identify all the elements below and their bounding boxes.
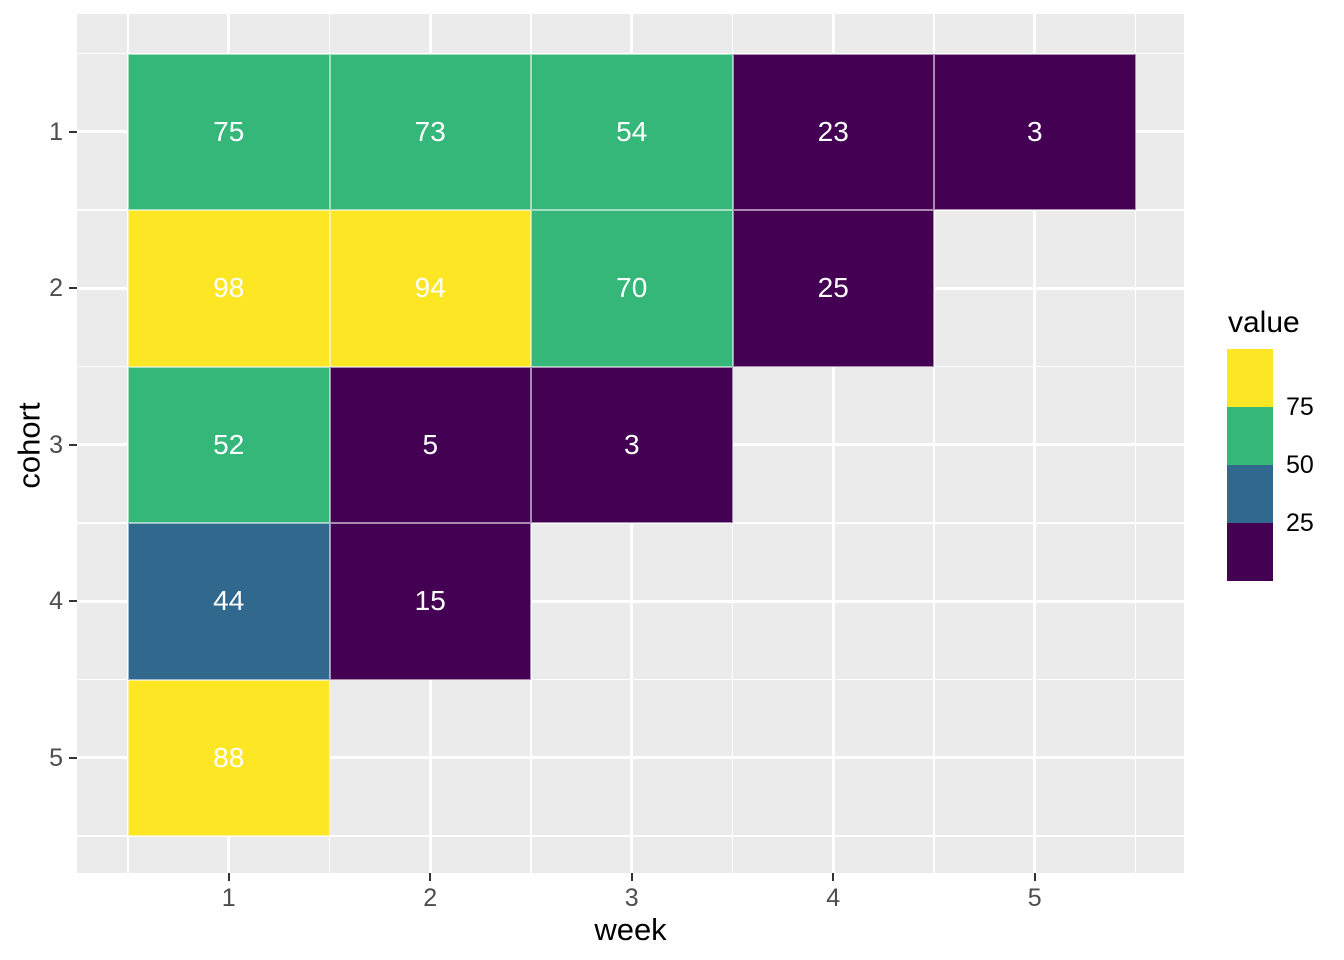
cell-value-label: 3 [623,428,640,460]
cell-value-label: 88 [213,741,245,773]
cell-value-label: 3 [1026,115,1043,147]
x-tick-mark [1033,873,1036,881]
gridline-major-vertical [1033,14,1037,873]
x-tick-label: 5 [1027,884,1042,912]
y-tick-label: 1 [49,117,63,146]
cell-value-label: 70 [616,272,648,304]
gridline-major-vertical [831,14,835,873]
heatmap-cell: 54 [531,53,733,210]
y-tick-label: 4 [49,587,63,616]
x-tick-label: 2 [423,884,438,912]
legend: value 75 50 25 [1227,306,1344,596]
gridline-minor-vertical [1134,14,1137,873]
gridline-major-horizontal [77,599,1184,603]
x-tick-label: 3 [624,884,639,912]
cell-value-label: 23 [817,115,849,147]
legend-swatch [1227,407,1273,465]
heatmap-cell: 5 [329,366,531,523]
heatmap-cell: 75 [128,53,330,210]
heatmap-cell: 3 [531,366,733,523]
x-tick-mark [832,873,835,881]
legend-swatch [1227,465,1273,523]
y-tick-mark [69,443,77,446]
heatmap-cell: 52 [128,366,330,523]
gridline-minor-vertical [933,14,935,873]
heatmap-cell: 3 [934,53,1136,210]
y-tick-mark [69,130,77,133]
plot-panel: 75 73 54 23 3 98 94 70 25 52 5 3 44 15 88 [77,14,1184,873]
cell-value-label: 15 [414,585,446,617]
heatmap-cell: 25 [732,210,934,367]
heatmap-cell: 88 [128,679,330,836]
x-tick-label: 1 [221,884,236,912]
y-tick-label: 5 [49,743,63,772]
heatmap-cell: 15 [329,523,531,680]
gridline-major-horizontal [77,756,1184,760]
y-tick-mark [69,287,77,290]
gridline-minor-horizontal [77,678,1184,681]
heatmap-cell: 23 [732,53,934,210]
y-tick-mark [69,756,77,759]
x-tick-mark [429,873,432,881]
heatmap-cell: 94 [329,210,531,367]
cell-value-label: 25 [817,272,849,304]
cell-value-label: 54 [616,115,648,147]
x-tick-label: 4 [826,884,841,912]
cell-value-label: 73 [414,115,446,147]
legend-label: 50 [1286,451,1314,479]
cell-value-label: 52 [213,428,245,460]
legend-label: 75 [1286,393,1314,421]
legend-title: value [1228,306,1300,339]
cell-value-label: 94 [414,272,446,304]
legend-swatch [1227,523,1273,581]
y-tick-label: 2 [49,274,63,303]
x-axis-title: week [594,912,667,947]
cell-value-label: 75 [213,115,245,147]
y-tick-label: 3 [49,430,63,459]
cell-value-label: 44 [213,585,245,617]
x-tick-mark [227,873,230,881]
cell-value-label: 5 [422,428,439,460]
heatmap-cell: 98 [128,210,330,367]
heatmap-cell: 44 [128,523,330,680]
y-axis-title: cohort [11,402,47,489]
cell-value-label: 98 [213,272,245,304]
heatmap-cell: 73 [329,53,531,210]
gridline-minor-horizontal [77,835,1184,837]
y-tick-mark [69,600,77,603]
legend-label: 25 [1286,509,1314,537]
legend-swatch [1227,349,1273,407]
x-tick-mark [630,873,633,881]
heatmap-cell: 70 [531,210,733,367]
